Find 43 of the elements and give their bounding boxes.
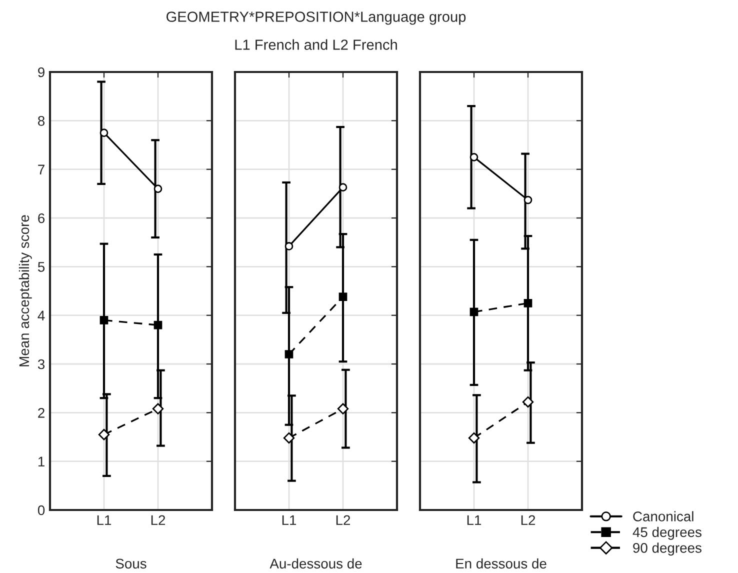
y-tick-label: 4 [38, 310, 45, 320]
y-tick-label: 7 [38, 164, 44, 174]
y-tick-label: 6 [38, 213, 45, 224]
point [154, 184, 162, 193]
y-tick-label: 0 [38, 505, 45, 516]
legend-label: 90 degrees [633, 542, 702, 556]
y-tick-label: 8 [38, 116, 45, 126]
point [470, 308, 478, 316]
point [284, 350, 294, 358]
y-tick-label: 1 [38, 456, 44, 466]
point [283, 432, 295, 444]
x-tick-label: L1 [282, 515, 296, 525]
chart-title: GEOMETRY*PREPOSITION*Language group [166, 12, 466, 25]
point [100, 316, 108, 324]
y-tick-label: 2 [38, 408, 44, 418]
point [470, 153, 478, 162]
x-tick-label: L2 [151, 515, 166, 525]
point [98, 428, 110, 440]
x-axis-title: En dessous de [456, 558, 546, 569]
x-axis-title: Sous [116, 558, 146, 569]
point [524, 299, 532, 308]
legend-label: 45 degrees [632, 526, 702, 540]
y-axis-title: Mean acceptability score [18, 215, 32, 366]
point [522, 396, 534, 408]
point [338, 183, 348, 192]
y-tick-label: 3 [38, 359, 45, 370]
x-tick-label: L2 [521, 515, 536, 525]
point [154, 320, 162, 330]
x-tick-label: L2 [336, 515, 350, 525]
x-tick-label: L1 [97, 515, 112, 525]
y-tick-label: 5 [38, 262, 45, 272]
x-tick-label: L1 [467, 515, 482, 525]
point [337, 403, 349, 414]
point [468, 432, 480, 444]
legend-label: Canonical [633, 511, 694, 522]
point [524, 196, 532, 204]
chart-subtitle: L1 French and L2 French [235, 39, 397, 50]
y-tick-label: 9 [38, 67, 44, 78]
point [284, 242, 294, 250]
point [100, 128, 108, 137]
x-axis-title: Au-dessous de [270, 558, 362, 569]
point [152, 403, 164, 414]
point [338, 292, 348, 302]
